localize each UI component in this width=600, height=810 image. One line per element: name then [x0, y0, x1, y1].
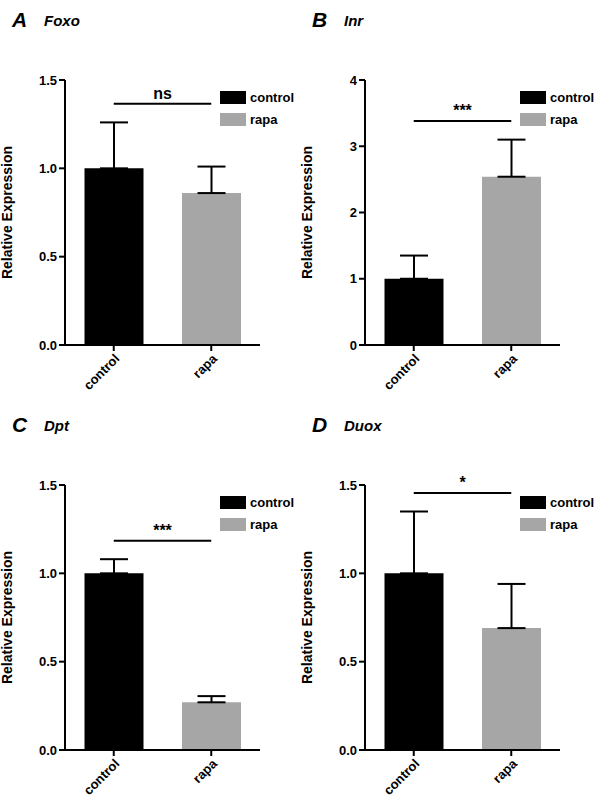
svg-text:control: control — [381, 756, 423, 798]
svg-text:1.5: 1.5 — [39, 73, 57, 88]
svg-text:***: *** — [153, 522, 172, 539]
svg-text:0.0: 0.0 — [39, 743, 57, 758]
svg-text:rapa: rapa — [490, 351, 521, 382]
svg-text:0.5: 0.5 — [39, 249, 57, 264]
html-text:C: C — [12, 413, 28, 436]
html-text:control: control — [550, 89, 595, 105]
svg-text:0.0: 0.0 — [339, 743, 357, 758]
svg-text:rapa: rapa — [190, 351, 221, 382]
html-text:Dpt: Dpt — [44, 417, 69, 434]
html-text:control: control — [250, 89, 295, 105]
svg-text:0.0: 0.0 — [39, 338, 57, 353]
svg-text:0: 0 — [350, 338, 357, 353]
svg-text:0.5: 0.5 — [39, 654, 57, 669]
svg-text:*: * — [459, 474, 466, 491]
svg-text:1.0: 1.0 — [39, 566, 57, 581]
html-text:control: control — [250, 494, 295, 510]
svg-text:1.0: 1.0 — [339, 566, 357, 581]
html-text:Duox: Duox — [344, 417, 382, 434]
svg-text:0.5: 0.5 — [339, 654, 357, 669]
svg-text:ns: ns — [153, 85, 172, 102]
html-text:B: B — [312, 8, 328, 31]
svg-text:1: 1 — [350, 271, 357, 286]
svg-text:control: control — [81, 351, 123, 393]
html-text:rapa: rapa — [250, 516, 278, 532]
html-text:rapa: rapa — [550, 516, 578, 532]
svg-text:control: control — [381, 351, 423, 393]
svg-text:3: 3 — [350, 139, 357, 154]
svg-text:rapa: rapa — [490, 756, 521, 787]
html-text:Inr: Inr — [344, 12, 364, 29]
html-text:rapa: rapa — [250, 111, 278, 127]
svg-text:Relative Expression: Relative Expression — [300, 551, 315, 684]
svg-text:rapa: rapa — [190, 756, 221, 787]
html-text:D: D — [312, 413, 328, 436]
svg-text:2: 2 — [350, 205, 357, 220]
svg-text:Relative Expression: Relative Expression — [8, 146, 15, 279]
html-text:control: control — [550, 494, 595, 510]
svg-text:4: 4 — [350, 73, 358, 88]
svg-text:control: control — [81, 756, 123, 798]
svg-text:1.5: 1.5 — [339, 478, 357, 493]
html-text:Foxo: Foxo — [44, 12, 80, 29]
svg-text:***: *** — [453, 102, 472, 119]
svg-text:Relative Expression: Relative Expression — [300, 146, 315, 279]
svg-text:1.5: 1.5 — [39, 478, 57, 493]
html-text:A: A — [12, 8, 28, 31]
svg-text:1.0: 1.0 — [39, 161, 57, 176]
svg-text:Relative Expression: Relative Expression — [8, 551, 15, 684]
html-text:rapa: rapa — [550, 111, 578, 127]
